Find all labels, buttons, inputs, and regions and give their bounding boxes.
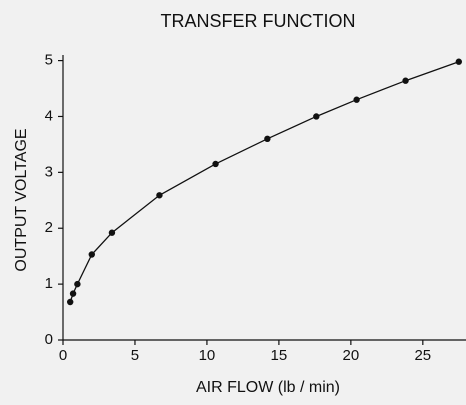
data-point: [88, 251, 95, 258]
data-point: [66, 298, 74, 306]
data-point: [108, 229, 116, 236]
y-tick-label: 4: [45, 107, 53, 124]
data-point: [402, 77, 409, 84]
y-tick-label: 1: [45, 275, 53, 292]
y-axis-label: OUTPUT VOLTAGE: [13, 128, 30, 271]
x-tick-label: 20: [343, 347, 360, 364]
data-point: [69, 290, 77, 297]
data-point: [313, 113, 320, 120]
y-tick-label: 2: [45, 219, 53, 236]
data-point: [74, 280, 81, 288]
y-tick-label: 3: [45, 163, 53, 180]
x-tick-label: 25: [414, 347, 431, 364]
data-point: [264, 135, 271, 143]
series-line: [69, 61, 460, 303]
x-tick-label: 0: [59, 347, 67, 364]
data-point: [353, 96, 360, 103]
data-point: [212, 160, 219, 168]
x-tick-label: 10: [199, 347, 216, 364]
data-point: [156, 192, 163, 199]
chart-title: TRANSFER FUNCTION: [161, 11, 356, 31]
x-axis-label: AIR FLOW (lb / min): [196, 379, 340, 396]
y-tick-label: 5: [45, 52, 53, 69]
x-tick-label: 5: [131, 347, 139, 364]
x-tick-label: 15: [271, 347, 288, 364]
y-tick-label: 0: [45, 331, 53, 348]
data-point: [455, 58, 463, 65]
